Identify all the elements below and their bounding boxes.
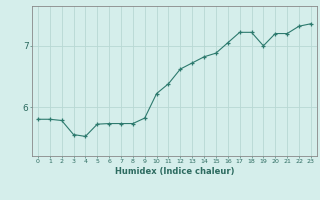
X-axis label: Humidex (Indice chaleur): Humidex (Indice chaleur) xyxy=(115,167,234,176)
